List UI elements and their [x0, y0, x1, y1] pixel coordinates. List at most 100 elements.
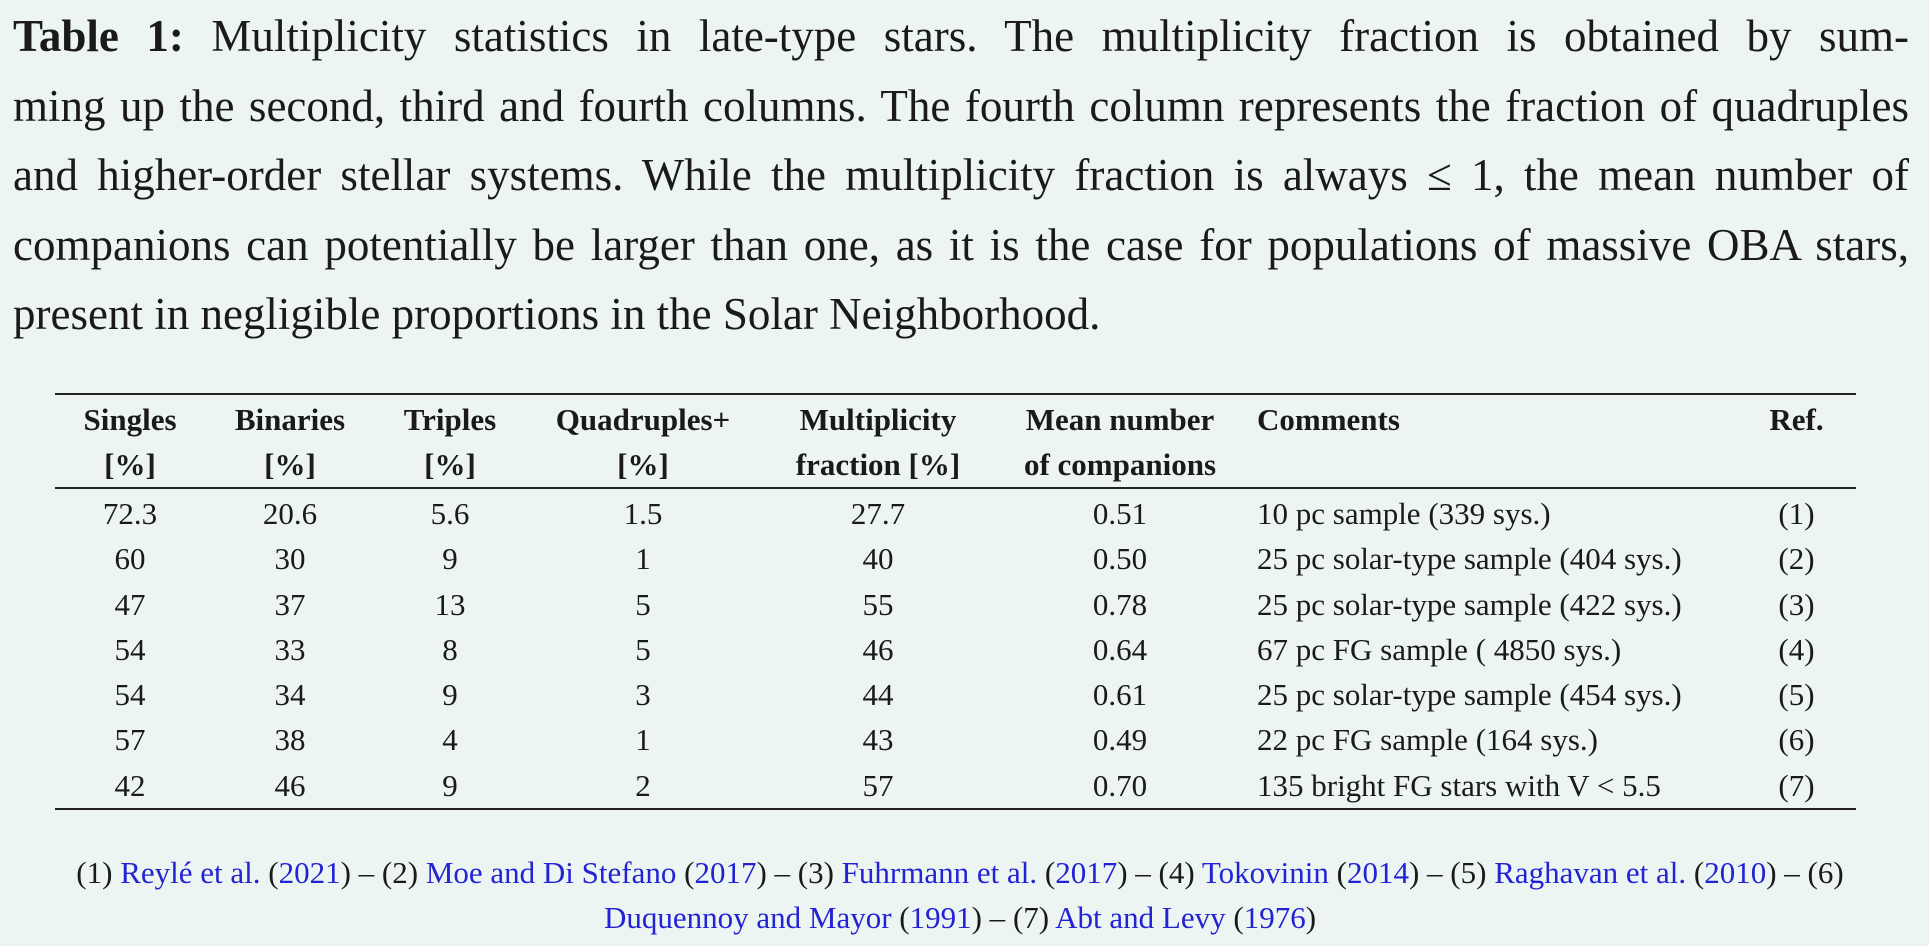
cell-mean: 0.49 — [1092, 722, 1148, 758]
header-binaries-unit: [%] — [264, 447, 316, 482]
cell-triples: 13 — [434, 586, 466, 622]
table-row: 54 34 9 3 44 0.61 25 pc solar-type sampl… — [55, 672, 1856, 717]
caption-first-line: Table 1: Multiplicity statistics in late… — [13, 2, 1909, 72]
ref-number: (5) — [1450, 855, 1487, 890]
cell-triples: 9 — [442, 767, 458, 803]
header-multiplicity-unit: fraction [%] — [795, 447, 961, 482]
ref-link-year[interactable]: 1991 — [909, 900, 972, 935]
cell-binaries: 46 — [274, 767, 306, 803]
cell-singles: 54 — [114, 631, 146, 667]
cell-binaries: 33 — [274, 631, 306, 667]
header-ref-unit — [1737, 442, 1856, 488]
header-quadruples: Quadruples+ — [555, 402, 731, 437]
cell-singles: 60 — [114, 541, 146, 577]
cell-multiplicity: 44 — [862, 677, 894, 713]
cell-quadruples: 3 — [635, 677, 651, 713]
cell-multiplicity: 57 — [862, 767, 894, 803]
cell-binaries: 34 — [274, 677, 306, 713]
header-mean-unit: of companions — [1023, 447, 1217, 482]
header-ref: Ref. — [1769, 402, 1824, 437]
header-singles: Singles — [83, 402, 177, 437]
cell-mean: 0.61 — [1092, 677, 1148, 713]
cell-binaries: 38 — [274, 722, 306, 758]
cell-quadruples: 5 — [635, 586, 651, 622]
cell-triples: 8 — [442, 631, 458, 667]
cell-multiplicity: 43 — [862, 722, 894, 758]
header-row-2: [%] [%] [%] [%] fraction [%] of companio… — [55, 442, 1856, 488]
ref-link-author[interactable]: Moe and Di Stefano — [425, 855, 677, 890]
cell-ref: (4) — [1778, 631, 1815, 667]
cell-ref: (1) — [1778, 496, 1815, 531]
cell-multiplicity: 40 — [862, 541, 894, 577]
cell-ref: (5) — [1778, 677, 1815, 713]
multiplicity-table: Singles Binaries Triples Quadruples+ Mul… — [55, 393, 1856, 810]
cell-binaries: 20.6 — [262, 496, 318, 531]
header-comments-unit — [1245, 442, 1737, 488]
cell-binaries: 37 — [274, 586, 306, 622]
header-triples-unit: [%] — [424, 447, 476, 482]
cell-ref: (7) — [1778, 767, 1815, 803]
cell-triples: 4 — [442, 722, 458, 758]
cell-triples: 9 — [442, 677, 458, 713]
cell-singles: 54 — [114, 677, 146, 713]
cell-ref: (2) — [1778, 541, 1815, 577]
ref-link-year[interactable]: 1976 — [1243, 900, 1306, 935]
ref-link-author[interactable]: Tokovinin — [1201, 855, 1329, 890]
cell-mean: 0.64 — [1092, 631, 1148, 667]
table-row: 57 38 4 1 43 0.49 22 pc FG sample (164 s… — [55, 717, 1856, 762]
table-row: 72.3 20.6 5.6 1.5 27.7 0.51 10 pc sample… — [55, 488, 1856, 536]
cell-singles: 47 — [114, 586, 146, 622]
cell-comments: 22 pc FG sample (164 sys.) — [1257, 722, 1598, 758]
table-row: 42 46 9 2 57 0.70 135 bright FG stars wi… — [55, 763, 1856, 810]
cell-comments: 67 pc FG sample ( 4850 sys.) — [1257, 631, 1622, 667]
caption-line1: Multiplicity statistics in late-type sta… — [211, 11, 1909, 61]
table-row: 54 33 8 5 46 0.64 67 pc FG sample ( 4850… — [55, 627, 1856, 672]
ref-link-author[interactable]: Duquennoy and Mayor — [603, 900, 892, 935]
cell-comments: 25 pc solar-type sample (404 sys.) — [1257, 541, 1682, 577]
cell-singles: 72.3 — [102, 496, 158, 531]
ref-link-year[interactable]: 2017 — [694, 855, 757, 890]
cell-comments: 10 pc sample (339 sys.) — [1257, 496, 1551, 531]
ref-number: (1) — [76, 855, 113, 890]
reference-list: (1) Reylé et al. (2021) – (2) Moe and Di… — [76, 855, 1844, 935]
ref-link-author[interactable]: Reylé et al. — [120, 855, 261, 890]
ref-link-year[interactable]: 2010 — [1704, 855, 1767, 890]
ref-number: (2) — [381, 855, 419, 890]
cell-quadruples: 1 — [635, 722, 651, 758]
caption-label: Table 1: — [13, 11, 184, 61]
table-row: 60 30 9 1 40 0.50 25 pc solar-type sampl… — [55, 536, 1856, 581]
header-row-1: Singles Binaries Triples Quadruples+ Mul… — [55, 394, 1856, 442]
cell-ref: (6) — [1778, 722, 1815, 758]
cell-triples: 5.6 — [430, 496, 470, 531]
header-quadruples-unit: [%] — [617, 447, 669, 482]
cell-binaries: 30 — [274, 541, 306, 577]
header-comments: Comments — [1257, 402, 1400, 437]
cell-quadruples: 1.5 — [623, 496, 663, 531]
caption-text: ming up the second, third and fourth col… — [13, 80, 1909, 340]
header-mean: Mean number — [1025, 402, 1215, 437]
ref-link-author[interactable]: Abt and Levy — [1055, 900, 1226, 935]
cell-mean: 0.51 — [1092, 496, 1148, 531]
cell-comments: 25 pc solar-type sample (454 sys.) — [1257, 677, 1682, 713]
cell-comments: 135 bright FG stars with V < 5.5 — [1257, 767, 1661, 803]
cell-triples: 9 — [442, 541, 458, 577]
ref-number: (4) — [1158, 855, 1195, 890]
cell-quadruples: 5 — [635, 631, 651, 667]
cell-singles: 42 — [114, 767, 146, 803]
ref-link-year[interactable]: 2017 — [1055, 855, 1118, 890]
cell-mean: 0.50 — [1092, 541, 1148, 577]
ref-number: (7) — [1012, 900, 1050, 935]
cell-quadruples: 2 — [635, 767, 651, 803]
cell-singles: 57 — [114, 722, 146, 758]
cell-multiplicity: 46 — [862, 631, 894, 667]
ref-link-author[interactable]: Fuhrmann et al. — [841, 855, 1038, 890]
ref-link-author[interactable]: Raghavan et al. — [1494, 855, 1687, 890]
cell-mean: 0.78 — [1092, 586, 1148, 622]
header-triples: Triples — [403, 402, 497, 437]
ref-link-year[interactable]: 2021 — [278, 855, 341, 890]
cell-multiplicity: 27.7 — [850, 496, 906, 531]
ref-number: (6) — [1807, 855, 1844, 890]
header-singles-unit: [%] — [104, 447, 156, 482]
table-row: 47 37 13 5 55 0.78 25 pc solar-type samp… — [55, 582, 1856, 627]
ref-link-year[interactable]: 2014 — [1346, 855, 1409, 890]
